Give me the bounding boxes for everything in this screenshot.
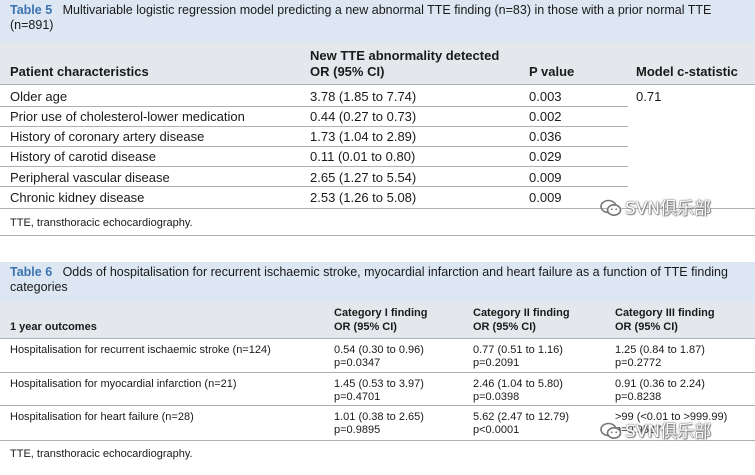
- row-or: 2.53 (1.26 to 5.08): [310, 190, 417, 205]
- table-row: Peripheral vascular disease 2.65 (1.27 t…: [0, 167, 755, 188]
- row-cat2-or: 2.46 (1.04 to 5.80): [473, 378, 563, 390]
- table-row: Hospitalisation for myocardial infarctio…: [0, 373, 755, 405]
- table-label: Table 5: [10, 3, 53, 17]
- header-cat2-line1: Category II finding: [473, 307, 570, 319]
- row-c: 0.71: [636, 89, 662, 104]
- row-p: 0.003: [529, 89, 562, 104]
- row-p: 0.036: [529, 129, 562, 144]
- row-p: 0.009: [529, 190, 562, 205]
- table-row: History of carotid disease 0.11 (0.01 to…: [0, 147, 755, 168]
- row-cat2-p: p=0.0398: [473, 391, 520, 403]
- table-5-caption: Table 5 Multivariable logistic regressio…: [0, 0, 755, 42]
- table-row: Hospitalisation for recurrent ischaemic …: [0, 340, 755, 372]
- watermark-text: SVN俱乐部: [625, 422, 712, 442]
- table-row: History of coronary artery disease 1.73 …: [0, 127, 755, 148]
- row-cat2-p: p=0.2091: [473, 357, 520, 369]
- row-cat3-or: 1.25 (0.84 to 1.87): [615, 344, 705, 356]
- row-cat3-p: p=0.8238: [615, 391, 662, 403]
- table-5: Table 5 Multivariable logistic regressio…: [0, 0, 755, 236]
- row-name: Hospitalisation for recurrent ischaemic …: [10, 344, 271, 356]
- row-p: 0.029: [529, 149, 562, 164]
- row-cat2-or: 0.77 (0.51 to 1.16): [473, 344, 563, 356]
- row-name: History of coronary artery disease: [10, 129, 205, 144]
- row-cat1-or: 1.01 (0.38 to 2.65): [334, 411, 424, 423]
- row-name: Prior use of cholesterol-lower medicatio…: [10, 109, 245, 124]
- table-row: Hospitalisation for heart failure (n=28)…: [0, 406, 755, 440]
- table-row: Older age 3.78 (1.85 to 7.74) 0.003 0.71: [0, 86, 755, 107]
- row-cat2-p: p<0.0001: [473, 424, 520, 436]
- header-cat1-line2: OR (95% CI): [334, 321, 397, 333]
- row-name: Chronic kidney disease: [10, 190, 145, 205]
- table-row: Prior use of cholesterol-lower medicatio…: [0, 107, 755, 128]
- row-cat1-p: p=0.9895: [334, 424, 381, 436]
- header-c-statistic: Model c-statistic: [636, 64, 738, 79]
- row-or: 1.73 (1.04 to 2.89): [310, 129, 417, 144]
- row-name: Hospitalisation for heart failure (n=28): [10, 411, 194, 423]
- header-patient: Patient characteristics: [10, 64, 149, 79]
- row-name: Older age: [10, 89, 68, 104]
- watermark: SVN俱乐部: [600, 422, 712, 442]
- row-p: 0.002: [529, 109, 562, 124]
- wechat-icon: [600, 422, 622, 439]
- row-cat3-p: p=0.2772: [615, 357, 662, 369]
- header-or-line2: OR (95% CI): [310, 64, 385, 79]
- row-cat3-p: p=0.9527: [615, 424, 662, 436]
- header-p-value: P value: [529, 64, 575, 79]
- row-cat1-or: 1.45 (0.53 to 3.97): [334, 378, 424, 390]
- row-cat1-p: p=0.0347: [334, 357, 381, 369]
- header-cat2-line2: OR (95% CI): [473, 321, 536, 333]
- row-cat1-or: 0.54 (0.30 to 0.96): [334, 344, 424, 356]
- watermark: SVN俱乐部: [600, 194, 711, 219]
- table-row: Chronic kidney disease 2.53 (1.26 to 5.0…: [0, 187, 755, 208]
- watermark-text: SVN俱乐部: [625, 199, 712, 219]
- row-name: History of carotid disease: [10, 149, 156, 164]
- row-cat3-or: 0.91 (0.36 to 2.24): [615, 378, 705, 390]
- table-6-caption: Table 6 Odds of hospitalisation for recu…: [0, 262, 755, 302]
- row-name: Peripheral vascular disease: [10, 170, 170, 185]
- table-5-footnote: TTE, transthoracic echocardiography.: [10, 217, 193, 229]
- row-or: 2.65 (1.27 to 5.54): [310, 170, 417, 185]
- wechat-icon: [600, 199, 622, 216]
- caption-text: Odds of hospitalisation for recurrent is…: [10, 265, 728, 294]
- row-or: 3.78 (1.85 to 7.74): [310, 89, 417, 104]
- table-6-footnote: TTE, transthoracic echocardiography.: [10, 448, 193, 460]
- header-cat1-line1: Category I finding: [334, 307, 428, 319]
- row-cat1-p: p=0.4701: [334, 391, 381, 403]
- row-p: 0.009: [529, 170, 562, 185]
- row-cat2-or: 5.62 (2.47 to 12.79): [473, 411, 570, 423]
- caption-text: Multivariable logistic regression model …: [10, 3, 712, 32]
- row-name: Hospitalisation for myocardial infarctio…: [10, 378, 237, 390]
- header-cat3-line2: OR (95% CI): [615, 321, 678, 333]
- header-or-line1: New TTE abnormality detected: [310, 48, 500, 63]
- table-5-header: Patient characteristics New TTE abnormal…: [0, 42, 755, 84]
- table-6: Table 6 Odds of hospitalisation for recu…: [0, 262, 755, 475]
- header-cat3-line1: Category III finding: [615, 307, 715, 319]
- table-label: Table 6: [10, 265, 53, 279]
- row-or: 0.44 (0.27 to 0.73): [310, 109, 417, 124]
- header-outcome: 1 year outcomes: [10, 321, 97, 333]
- table-6-header: 1 year outcomes Category I finding OR (9…: [0, 302, 755, 338]
- row-cat3-or: >99 (<0.01 to >999.99): [615, 411, 728, 423]
- row-or: 0.11 (0.01 to 0.80): [310, 149, 416, 164]
